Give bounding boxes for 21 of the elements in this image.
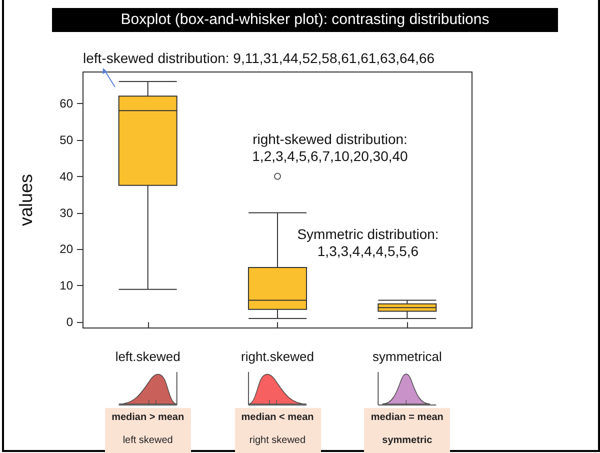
- text: right skewed: [248, 435, 307, 446]
- y-tick-label: 30: [60, 206, 74, 220]
- text: left skewed: [122, 435, 174, 446]
- text: median = mean: [370, 412, 444, 423]
- x-tick-label: left.skewed: [115, 349, 180, 364]
- y-tick-label: 50: [60, 132, 74, 147]
- y-tick-label: 60: [60, 96, 74, 110]
- text: median < mean: [240, 412, 315, 423]
- chart-title: Boxplot (box-and-whisker plot): contrasting distributions: [52, 8, 558, 32]
- text: median > mean: [110, 412, 186, 423]
- annotation: right-skewed distribution: 1,2,3,4,5,6,7,10,20,30,40: [251, 131, 409, 165]
- text: left-skewed distribution: 9,11,31,44,52,58,61,61,63,64,66: [83, 50, 435, 67]
- x-tick-label: right.skewed: [241, 349, 314, 364]
- text: symmetric: [381, 435, 434, 446]
- annotation: Symmetric distribution: 1,3,3,4,4,4,5,5,6: [296, 226, 440, 260]
- y-tick-label: 40: [60, 169, 74, 184]
- x-tick-label: symmetrical: [372, 349, 442, 364]
- y-tick-label: 0: [66, 315, 74, 330]
- y-tick-label: 20: [60, 242, 74, 256]
- y-tick-label: 10: [60, 278, 74, 293]
- y-axis-title: values: [16, 174, 36, 226]
